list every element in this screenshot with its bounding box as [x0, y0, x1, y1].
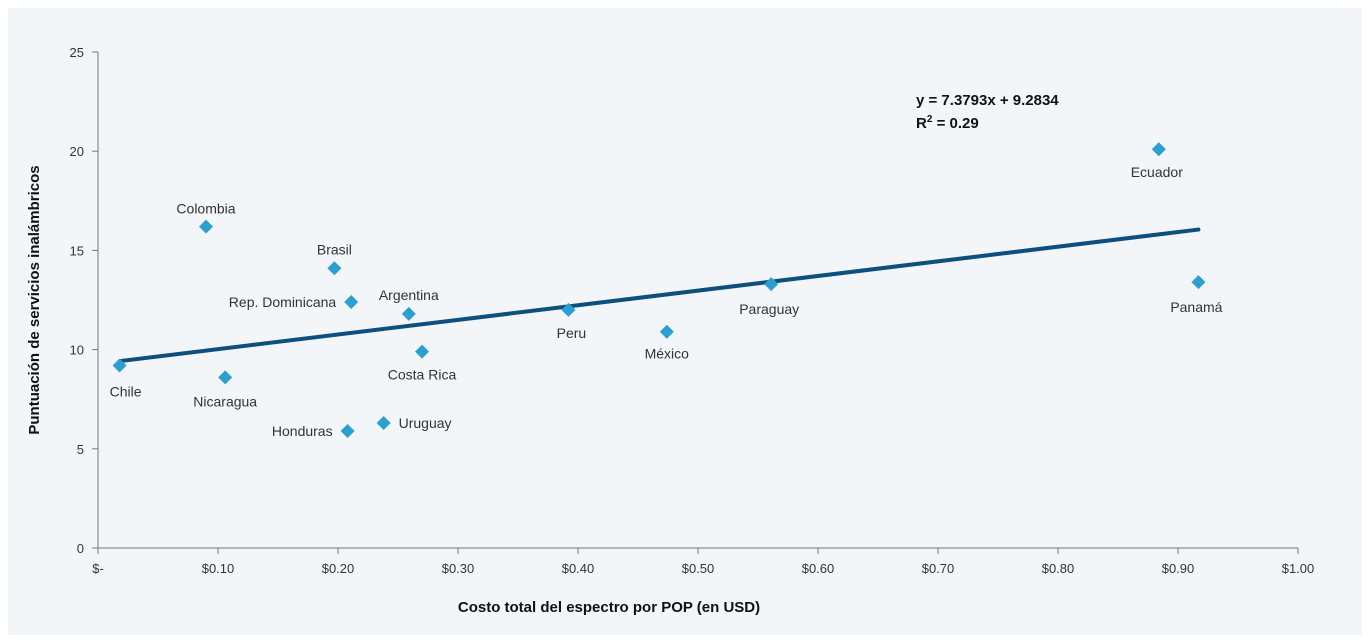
- r-squared-symbol: R: [916, 115, 927, 132]
- data-point-panam: [1191, 275, 1206, 290]
- y-tick-label: 20: [70, 144, 84, 159]
- data-point-brasil: [327, 261, 342, 276]
- scatter-chart: 0 5 10 15 20 25 $- $0.10 $0.20 $0.30 $0.40 $0.50 $0…: [26, 45, 1314, 616]
- data-label-m-xico: México: [645, 346, 690, 362]
- data-point-peru: [561, 302, 576, 317]
- y-tick-label: 25: [70, 45, 84, 60]
- data-label-costa-rica: Costa Rica: [388, 367, 457, 383]
- trendline: [117, 227, 1201, 364]
- y-tick-label: 10: [70, 343, 84, 358]
- data-point-colombia: [199, 219, 213, 234]
- data-point-m-xico: [659, 324, 674, 339]
- data-point-labels: Chile Colombia Nicaragua Brasil Honduras Rep.…: [110, 164, 1223, 439]
- x-tick-label: $0.90: [1162, 561, 1195, 576]
- data-label-ecuador: Ecuador: [1131, 164, 1183, 180]
- data-point-uruguay: [376, 416, 391, 431]
- chart-area: 0 5 10 15 20 25 $- $0.10 $0.20 $0.30 $0.40 $0.50 $0…: [8, 8, 1362, 635]
- data-point-argentina: [401, 306, 416, 321]
- data-label-paraguay: Paraguay: [739, 301, 799, 317]
- x-tick-label: $0.70: [922, 561, 955, 576]
- y-axis-ticks: 0 5 10 15 20 25: [70, 45, 98, 556]
- x-tick-label: $0.80: [1042, 561, 1075, 576]
- data-label-brasil: Brasil: [317, 241, 352, 257]
- y-tick-label: 0: [77, 541, 84, 556]
- data-label-chile: Chile: [110, 383, 142, 399]
- data-label-panam: Panamá: [1170, 299, 1222, 315]
- data-points: [112, 142, 1206, 438]
- data-label-rep-dominicana: Rep. Dominicana: [229, 294, 337, 310]
- x-tick-label: $0.10: [202, 561, 235, 576]
- x-tick-label: $0.40: [562, 561, 595, 576]
- r-squared-value: = 0.29: [932, 115, 978, 132]
- data-label-peru: Peru: [557, 325, 587, 341]
- trendline-equation: y = 7.3793x + 9.2834: [916, 92, 1059, 109]
- x-tick-label: $-: [92, 561, 104, 576]
- x-tick-label: $0.60: [802, 561, 835, 576]
- x-tick-label: $0.20: [322, 561, 355, 576]
- y-axis-title: Puntuación de servicios inalámbricos: [26, 165, 43, 434]
- data-point-costa-rica: [415, 344, 429, 359]
- data-label-nicaragua: Nicaragua: [193, 393, 257, 409]
- data-label-uruguay: Uruguay: [399, 415, 452, 431]
- data-point-honduras: [340, 423, 355, 438]
- x-axis-ticks: $- $0.10 $0.20 $0.30 $0.40 $0.50 $0.60 $0.70 $0.…: [92, 548, 1314, 576]
- r-squared-exponent: 2: [927, 114, 933, 125]
- x-axis-title: Costo total del espectro por POP (en USD…: [458, 599, 760, 616]
- r-squared-label: R2 = 0.29: [916, 114, 979, 132]
- data-point-ecuador: [1151, 142, 1166, 157]
- x-tick-label: $0.30: [442, 561, 475, 576]
- x-tick-label: $0.50: [682, 561, 715, 576]
- data-label-honduras: Honduras: [272, 423, 333, 439]
- y-tick-label: 5: [77, 442, 84, 457]
- y-tick-label: 15: [70, 243, 84, 258]
- data-label-colombia: Colombia: [176, 201, 235, 217]
- x-tick-label: $1.00: [1282, 561, 1315, 576]
- data-point-nicaragua: [218, 370, 233, 385]
- data-point-rep-dominicana: [344, 294, 359, 309]
- data-label-argentina: Argentina: [379, 287, 439, 303]
- data-point-chile: [112, 358, 127, 373]
- data-point-paraguay: [764, 277, 779, 292]
